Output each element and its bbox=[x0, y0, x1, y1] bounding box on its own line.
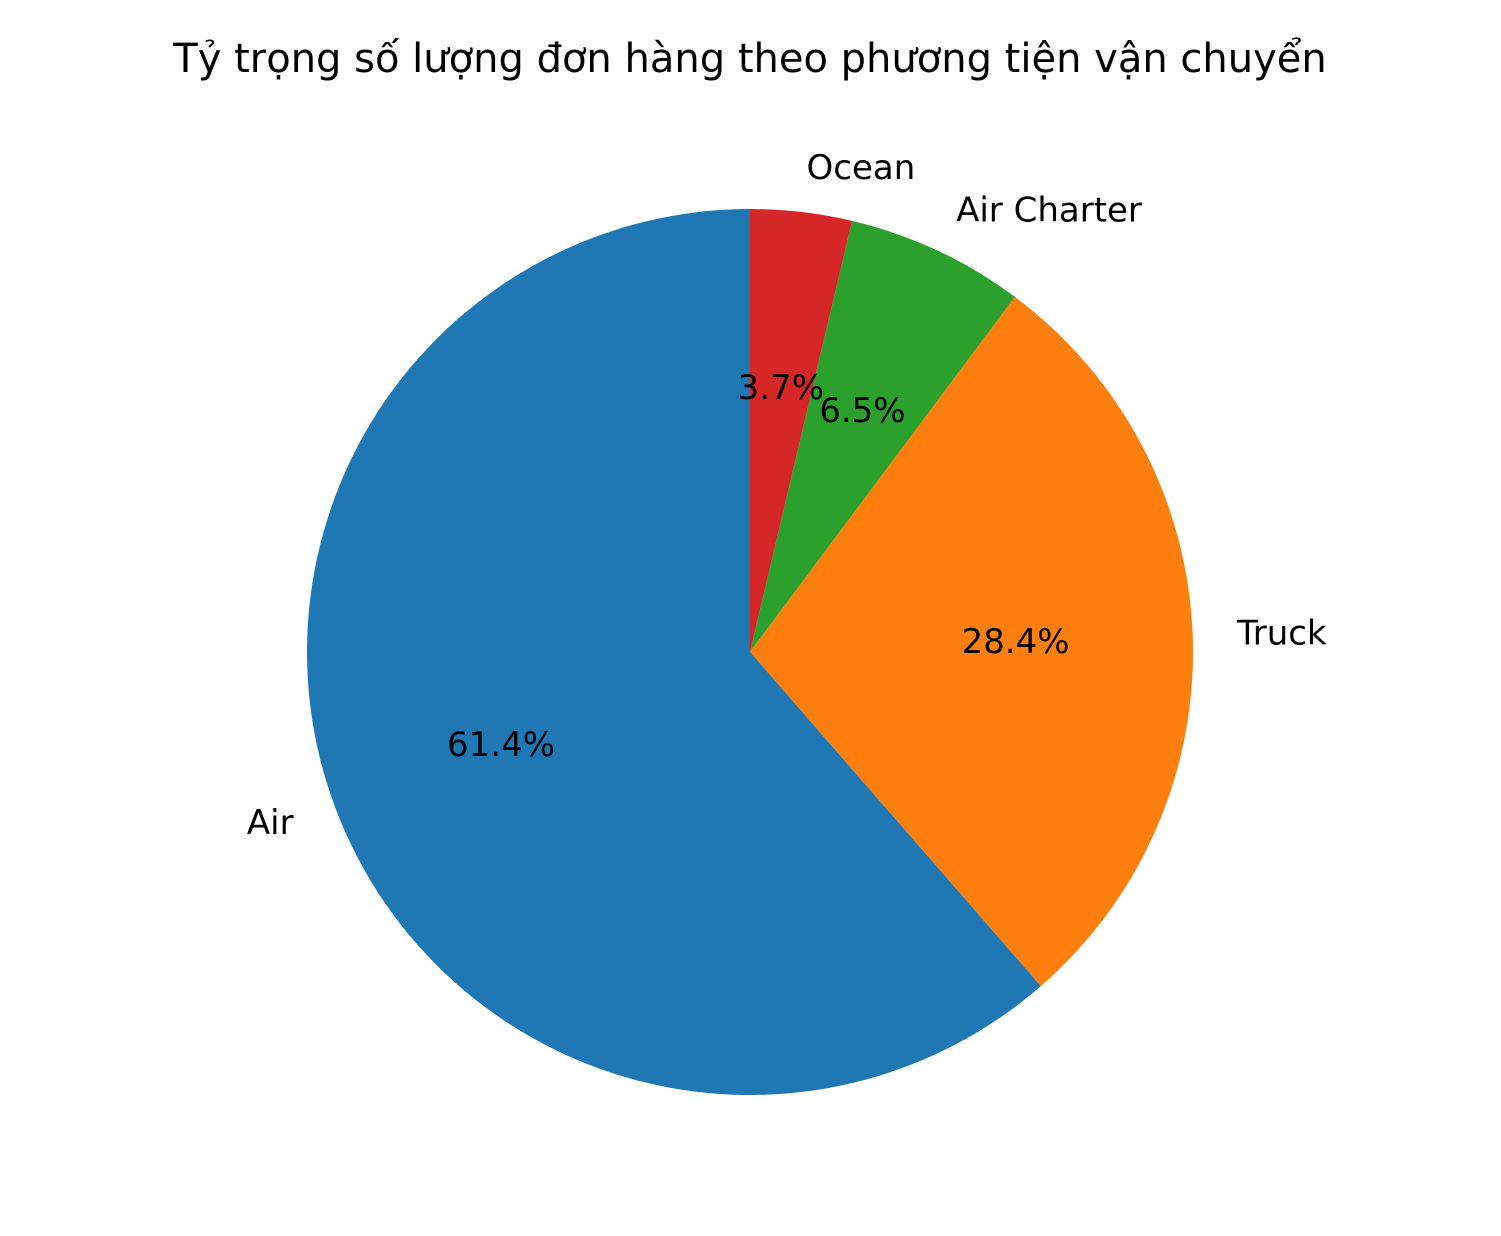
slice-label-truck: Truck bbox=[1236, 614, 1327, 654]
pie-slice-truck bbox=[750, 296, 1193, 987]
pct-label-ocean: 3.7% bbox=[738, 368, 824, 408]
chart-title: Tỷ trọng số lượng đơn hàng theo phương t… bbox=[172, 36, 1326, 82]
pie-slices bbox=[306, 209, 1193, 1095]
pie-slice-ocean bbox=[750, 209, 853, 652]
pie-slice-air bbox=[306, 209, 1041, 1095]
pct-label-air: 61.4% bbox=[447, 725, 555, 765]
pct-label-truck: 28.4% bbox=[962, 622, 1070, 662]
pct-label-air-charter: 6.5% bbox=[819, 391, 905, 431]
slice-label-ocean: Ocean bbox=[807, 148, 916, 188]
slice-label-air-charter: Air Charter bbox=[956, 190, 1142, 230]
slice-label-air: Air bbox=[247, 803, 294, 843]
pie-labels: 3.7% Ocean 6.5% Air Charter 28.4% Truck 61.4% A… bbox=[247, 148, 1327, 843]
pie-slice-air-charter bbox=[750, 220, 1015, 653]
